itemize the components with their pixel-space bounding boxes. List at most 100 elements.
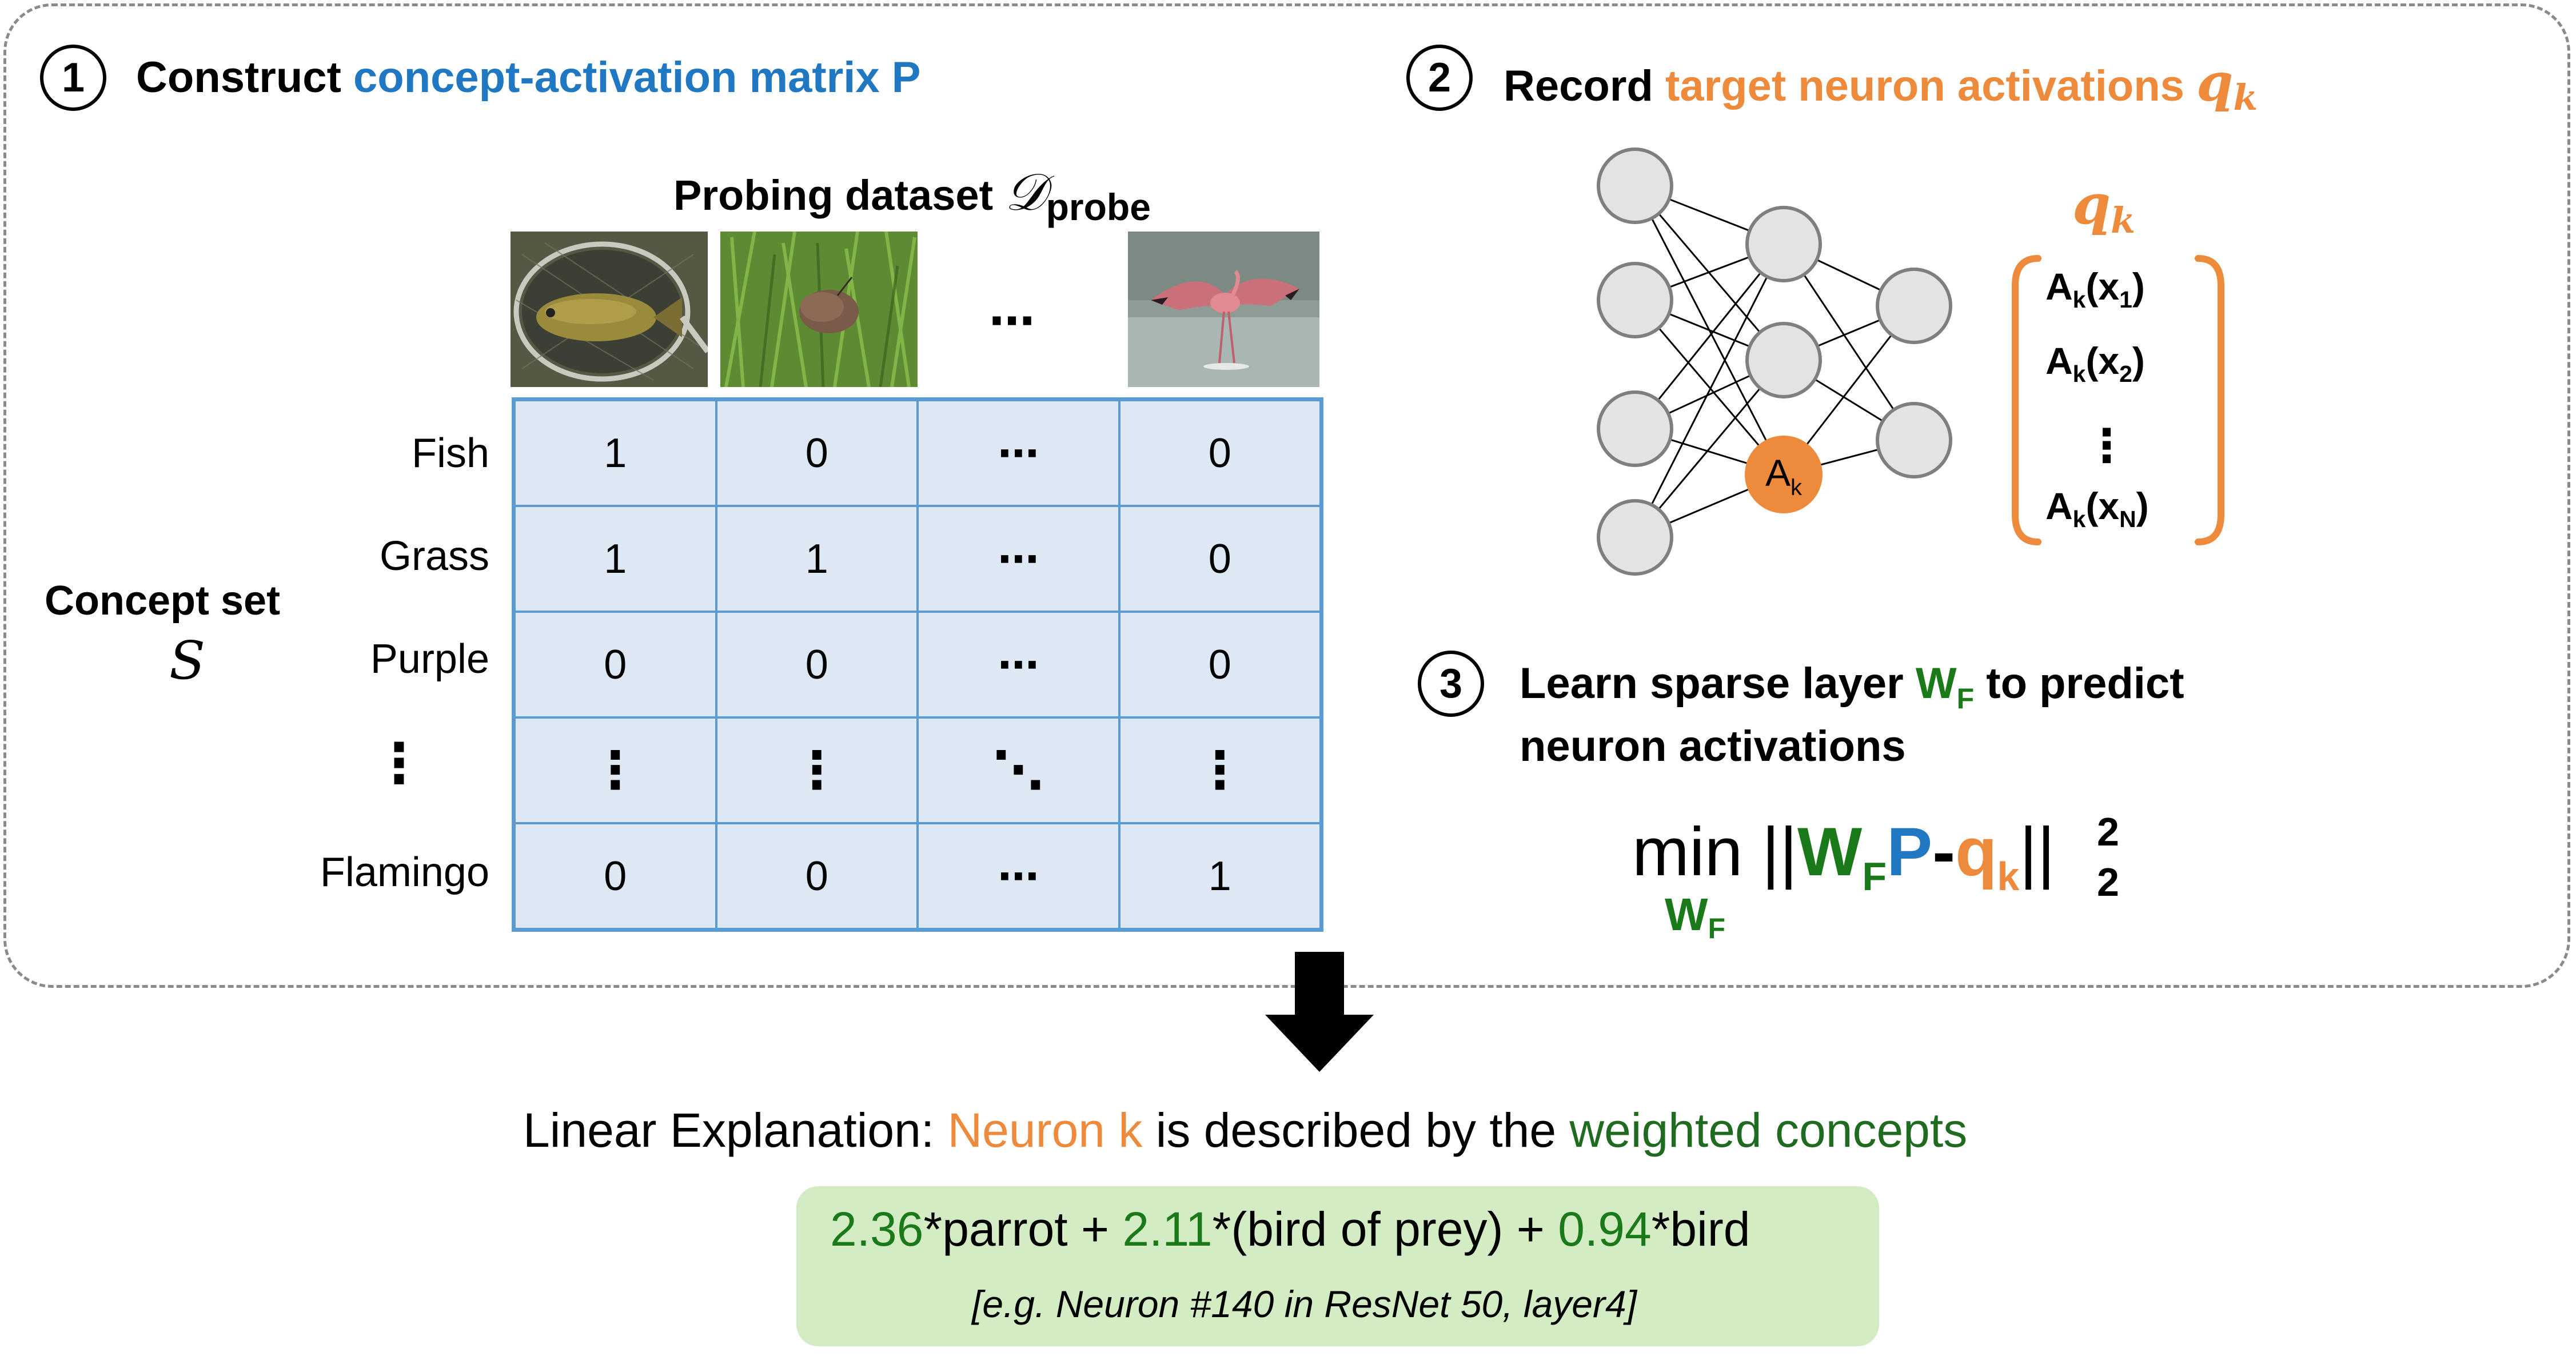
vector-entry-vdots: ⋮ xyxy=(2084,420,2130,471)
result-weight-2: 2.11 xyxy=(1122,1202,1213,1256)
input-neuron xyxy=(1597,147,1673,224)
probing-symbol: 𝒟 xyxy=(1004,162,1046,222)
vector-entry-2: Ak(x2) xyxy=(2045,340,2145,388)
input-neuron xyxy=(1597,499,1673,576)
step-2-q-symbol: q xyxy=(2196,51,2234,113)
hidden-neuron xyxy=(1745,322,1822,398)
top-panel-border xyxy=(3,3,2570,988)
entry-base: A xyxy=(2045,485,2073,527)
matrix-cell: ⋮ xyxy=(515,717,716,823)
explanation-label: Linear Explanation: xyxy=(523,1103,935,1157)
formula-minus: - xyxy=(1932,813,1956,890)
matrix-cell: ⋯ xyxy=(918,506,1119,612)
matrix-cell: 0 xyxy=(515,612,716,717)
step-3-line-1: Learn sparse layer WF to predict xyxy=(1520,659,2184,713)
result-concept-2: *(bird of prey) + xyxy=(1212,1202,1558,1256)
step-2-number: 2 xyxy=(1427,55,1452,101)
vector-label-q: q xyxy=(2072,172,2111,237)
probing-ellipsis: ⋯ xyxy=(989,296,1035,346)
formula-min: min xyxy=(1632,813,1743,890)
matrix-cell: ⋯ xyxy=(918,823,1119,929)
result-concept-1: *parrot + xyxy=(923,1202,1123,1256)
neural-network-diagram: Ak xyxy=(1597,147,1952,576)
matrix-cell: 0 xyxy=(1119,612,1321,717)
result-weight-1: 2.36 xyxy=(830,1202,924,1256)
matrix-cell: ⋮ xyxy=(716,717,918,823)
matrix-cell: 0 xyxy=(716,612,918,717)
matrix-cell: 1 xyxy=(515,506,716,612)
vector-brackets xyxy=(2012,255,2224,545)
matrix-cell: ⋮ xyxy=(1119,717,1321,823)
entry-base: A xyxy=(2045,340,2073,382)
matrix-cell: ⋯ xyxy=(918,612,1119,717)
hidden-neuron xyxy=(1745,206,1822,282)
step-3-w-sub: F xyxy=(1956,683,1975,715)
step-3-prefix: Learn sparse layer xyxy=(1520,659,1916,708)
matrix-cell: 0 xyxy=(1119,506,1321,612)
concept-activation-matrix: 1 0 ⋯ 0 1 1 ⋯ 0 0 0 ⋯ 0 ⋮ ⋮ ⋱ ⋮ 0 0 ⋯ 1 xyxy=(512,397,1323,932)
explanation-neuron: Neuron k xyxy=(947,1103,1143,1157)
result-note: [e.g. Neuron #140 in ResNet 50, layer4] xyxy=(972,1283,1637,1325)
step-3-number: 3 xyxy=(1439,661,1463,707)
matrix-cell: 0 xyxy=(716,823,918,929)
input-neuron xyxy=(1597,390,1673,467)
result-concept-3: *bird xyxy=(1651,1202,1750,1256)
step-2-title-highlight: target neuron activations xyxy=(1665,62,2197,110)
formula-min-sub-f: F xyxy=(1708,912,1726,944)
result-expression: 2.36*parrot + 2.11*(bird of prey) + 0.94… xyxy=(830,1205,1750,1253)
formula-p: P xyxy=(1887,813,1933,890)
formula-w-sub: F xyxy=(1862,854,1887,899)
target-neuron xyxy=(1745,436,1823,513)
formula-bars-right: || xyxy=(2019,813,2055,890)
entry-sub: k xyxy=(2072,286,2086,313)
entry-argsub: 2 xyxy=(2119,361,2132,388)
step-1-title-prefix: Construct xyxy=(136,53,353,102)
entry-sub: k xyxy=(2072,506,2086,533)
step-2-title: Record target neuron activations qk xyxy=(1504,56,2258,115)
matrix-cell: 1 xyxy=(716,506,918,612)
objective-formula: min ||WFP-qk|| xyxy=(1632,817,2055,896)
photo-fish xyxy=(511,232,708,387)
row-label-vdots: ⋮ xyxy=(372,733,426,794)
vector-label: qk xyxy=(2072,177,2135,238)
step-2-circle: 2 xyxy=(1406,45,1473,111)
result-weight-3: 0.94 xyxy=(1558,1202,1652,1256)
result-box xyxy=(796,1186,1879,1346)
formula-w: W xyxy=(1797,813,1863,890)
vector-entry-n: Ak(xN) xyxy=(2045,485,2149,533)
matrix-cell: ⋯ xyxy=(918,400,1119,506)
formula-bars-left: || xyxy=(1761,813,1798,890)
matrix-cell: 0 xyxy=(515,823,716,929)
explanation-line: Linear Explanation: Neuron k is describe… xyxy=(523,1106,1967,1154)
step-3-suffix: to predict xyxy=(1974,659,2184,708)
entry-arg: x xyxy=(2098,265,2120,308)
explanation-concepts: weighted concepts xyxy=(1569,1103,1968,1157)
matrix-cell: 0 xyxy=(1119,400,1321,506)
vector-label-sub: k xyxy=(2111,200,2136,241)
probing-label-prefix: Probing dataset xyxy=(673,172,1005,219)
photo-butterfly xyxy=(720,232,918,387)
row-label-grass: Grass xyxy=(379,533,489,579)
formula-min-subscript: WF xyxy=(1665,892,1725,943)
vector-entry-1: Ak(x1) xyxy=(2045,265,2145,313)
step-3-circle: 3 xyxy=(1418,651,1484,717)
probing-subscript: probe xyxy=(1046,186,1151,228)
probing-dataset-label: Probing dataset 𝒟probe xyxy=(673,167,1151,226)
target-neuron-sub: k xyxy=(1791,475,1803,500)
matrix-cell: 0 xyxy=(716,400,918,506)
step-1-title: Construct concept-activation matrix P xyxy=(136,56,921,99)
matrix-cell: ⋱ xyxy=(918,717,1119,823)
concept-set-symbol: S xyxy=(169,630,206,691)
formula-superscript: 2 xyxy=(2097,809,2119,854)
output-neuron xyxy=(1876,402,1952,478)
target-neuron-base: A xyxy=(1765,452,1791,494)
step-2-q-sub: k xyxy=(2233,77,2258,118)
step-1-number: 1 xyxy=(61,55,85,101)
step-3-line-2: neuron activations xyxy=(1520,722,1906,771)
entry-arg: x xyxy=(2098,340,2120,382)
matrix-cell: 1 xyxy=(515,400,716,506)
entry-base: A xyxy=(2045,265,2073,308)
entry-arg: x xyxy=(2098,485,2120,527)
entry-argsub: 1 xyxy=(2119,286,2132,313)
row-label-flamingo: Flamingo xyxy=(320,850,489,895)
